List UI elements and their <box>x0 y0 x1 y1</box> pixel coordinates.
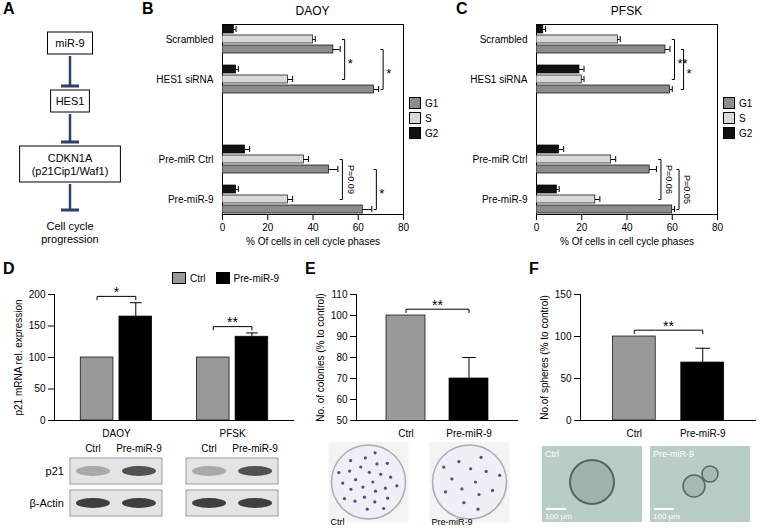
svg-text:80: 80 <box>398 222 410 233</box>
html-text:G1: G1 <box>425 97 439 109</box>
svg-text:60: 60 <box>353 222 365 233</box>
svg-text:Pre-miR-9: Pre-miR-9 <box>168 194 214 205</box>
html-text:S: S <box>425 112 432 124</box>
svg-text:HES1 siRNA: HES1 siRNA <box>156 74 214 85</box>
svg-text:60: 60 <box>667 222 679 233</box>
html-text:Ctrl: Ctrl <box>190 272 206 284</box>
svg-text:*: * <box>379 186 384 201</box>
svg-text:Cell cycle: Cell cycle <box>46 220 93 232</box>
svg-text:80: 80 <box>712 222 724 233</box>
svg-text:*: * <box>386 66 391 81</box>
svg-text:(p21Cip1/Waf1): (p21Cip1/Waf1) <box>32 165 109 177</box>
html-text:B: B <box>142 0 154 17</box>
svg-text:HES1: HES1 <box>56 95 85 107</box>
svg-text:100: 100 <box>331 310 348 321</box>
svg-text:β-Actin: β-Actin <box>29 497 63 509</box>
html-text:C: C <box>456 0 468 17</box>
svg-text:Pre-miR Ctrl: Pre-miR Ctrl <box>159 154 214 165</box>
html-text:F: F <box>529 260 539 277</box>
svg-text:80: 80 <box>336 352 348 363</box>
svg-text:progression: progression <box>41 233 98 245</box>
svg-text:% Of cells in cell cycle phase: % Of cells in cell cycle phases <box>246 236 380 247</box>
svg-text:50: 50 <box>560 373 572 384</box>
svg-text:0: 0 <box>566 415 572 426</box>
svg-text:**: ** <box>227 314 238 330</box>
svg-text:Scrambled: Scrambled <box>166 34 214 45</box>
svg-text:0: 0 <box>40 415 46 426</box>
svg-text:DAOY: DAOY <box>102 428 131 439</box>
svg-text:Pre-miR-9: Pre-miR-9 <box>446 428 492 439</box>
svg-text:0: 0 <box>534 222 540 233</box>
svg-text:100 μm: 100 μm <box>653 512 680 521</box>
svg-text:CDKN1A: CDKN1A <box>48 152 93 164</box>
svg-text:100: 100 <box>555 331 572 342</box>
html-text:E: E <box>305 260 316 277</box>
svg-text:P=0.05: P=0.05 <box>682 175 692 204</box>
html-text:PFSK: PFSK <box>610 4 643 18</box>
html-text:DAOY: DAOY <box>295 4 330 18</box>
svg-text:Pre-miR-9: Pre-miR-9 <box>432 517 473 527</box>
html-text:Pre-miR-9: Pre-miR-9 <box>233 272 280 284</box>
svg-text:**: ** <box>663 318 674 334</box>
svg-text:No.of spheres (% to control): No.of spheres (% to control) <box>539 295 550 420</box>
svg-text:100 μm: 100 μm <box>545 512 572 521</box>
svg-text:Scrambled: Scrambled <box>480 34 528 45</box>
svg-text:Ctrl: Ctrl <box>331 517 345 527</box>
html-text:G2: G2 <box>425 127 439 139</box>
svg-text:Ctrl: Ctrl <box>626 428 642 439</box>
svg-text:50: 50 <box>34 383 46 394</box>
svg-text:Ctrl: Ctrl <box>201 443 217 454</box>
svg-text:HES1 siRNA: HES1 siRNA <box>470 74 528 85</box>
svg-text:% Of cells in cell cycle phase: % Of cells in cell cycle phases <box>560 236 694 247</box>
svg-text:Pre-miR-9: Pre-miR-9 <box>653 449 694 459</box>
svg-text:p21 mRNA rel. expression: p21 mRNA rel. expression <box>13 299 24 415</box>
svg-text:150: 150 <box>29 320 46 331</box>
svg-text:150: 150 <box>555 289 572 300</box>
svg-text:Pre-miR Ctrl: Pre-miR Ctrl <box>473 154 528 165</box>
svg-text:Pre-miR-9: Pre-miR-9 <box>482 194 528 205</box>
svg-text:P=0.09: P=0.09 <box>346 165 356 194</box>
svg-text:50: 50 <box>336 415 348 426</box>
svg-text:PFSK: PFSK <box>220 428 246 439</box>
html-text:S: S <box>739 112 746 124</box>
svg-text:P=0.06: P=0.06 <box>664 165 674 194</box>
svg-text:90: 90 <box>336 331 348 342</box>
svg-text:40: 40 <box>307 222 319 233</box>
svg-text:Pre-miR-9: Pre-miR-9 <box>680 428 726 439</box>
svg-text:Ctrl: Ctrl <box>545 449 559 459</box>
svg-text:**: ** <box>432 297 443 313</box>
svg-text:No. of colonies (% to control): No. of colonies (% to control) <box>315 293 326 421</box>
svg-text:*: * <box>114 284 120 300</box>
svg-text:Pre-miR-9: Pre-miR-9 <box>232 443 278 454</box>
svg-text:Ctrl: Ctrl <box>85 443 101 454</box>
svg-text:20: 20 <box>262 222 274 233</box>
svg-text:Ctrl: Ctrl <box>398 428 414 439</box>
svg-text:70: 70 <box>336 373 348 384</box>
svg-text:200: 200 <box>29 289 46 300</box>
svg-text:0: 0 <box>220 222 226 233</box>
html-text:D: D <box>3 260 15 277</box>
svg-text:*: * <box>687 66 692 81</box>
html-text:G1: G1 <box>739 97 753 109</box>
html-text:A: A <box>3 0 15 17</box>
svg-text:60: 60 <box>336 394 348 405</box>
svg-text:110: 110 <box>332 289 348 300</box>
html-text:G2: G2 <box>739 127 753 139</box>
svg-text:p21: p21 <box>46 465 64 477</box>
svg-text:40: 40 <box>621 222 633 233</box>
svg-text:20: 20 <box>576 222 588 233</box>
svg-text:100: 100 <box>29 352 46 363</box>
svg-text:Pre-miR-9: Pre-miR-9 <box>116 443 162 454</box>
svg-text:*: * <box>348 56 353 71</box>
svg-text:miR-9: miR-9 <box>55 37 84 49</box>
